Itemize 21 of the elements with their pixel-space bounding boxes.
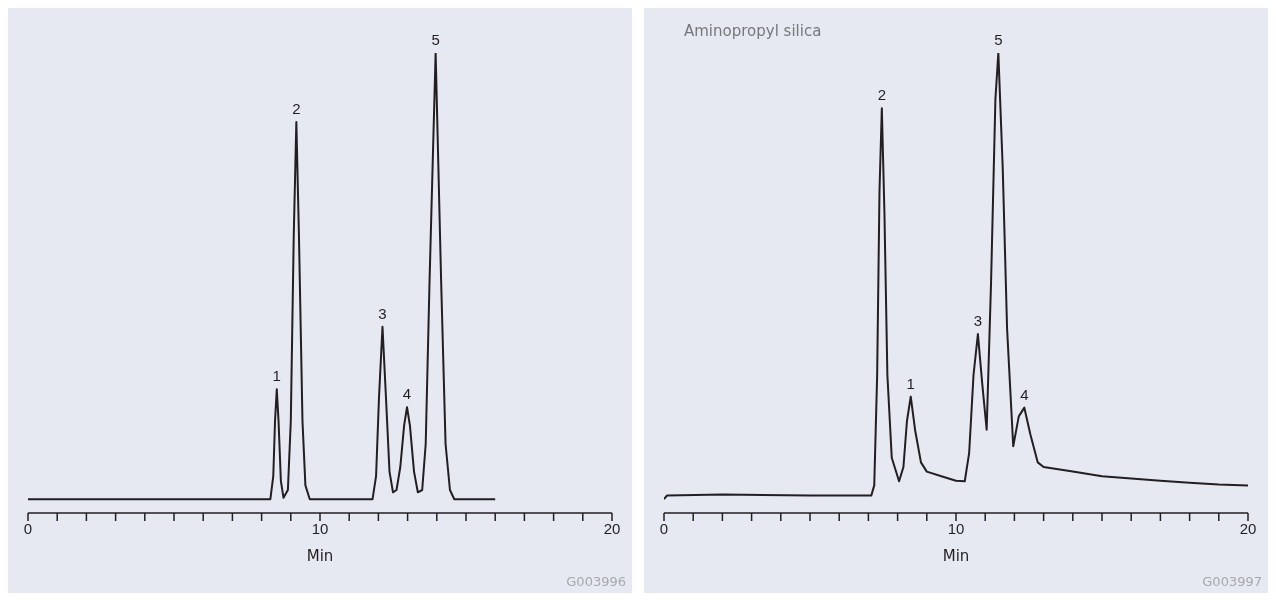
- x-tick-label: 20: [603, 519, 621, 537]
- annotation: 4: [1020, 385, 1029, 403]
- annotation: 5: [431, 31, 440, 48]
- x-tick-label: 10: [311, 519, 329, 537]
- annotation: 4: [402, 385, 412, 403]
- annotation: 1: [906, 374, 915, 392]
- x-tick-label: 10: [947, 519, 965, 537]
- annotation: 3: [378, 304, 387, 322]
- text: G003997: [1202, 574, 1262, 589]
- annotation: 5: [994, 31, 1003, 48]
- x-axis-title: Min: [306, 547, 334, 565]
- x-axis-title: Min: [942, 547, 970, 565]
- annotation: 2: [877, 86, 886, 104]
- x-tick-label: 0: [659, 519, 669, 537]
- annotation: 1: [272, 367, 281, 385]
- chart-title: Aminopropyl silica: [684, 22, 822, 40]
- x-tick-label: 0: [23, 519, 33, 537]
- text: G003996: [566, 574, 626, 589]
- annotation: 2: [292, 100, 301, 117]
- x-tick-label: 20: [1239, 519, 1257, 537]
- annotation: 3: [973, 312, 983, 330]
